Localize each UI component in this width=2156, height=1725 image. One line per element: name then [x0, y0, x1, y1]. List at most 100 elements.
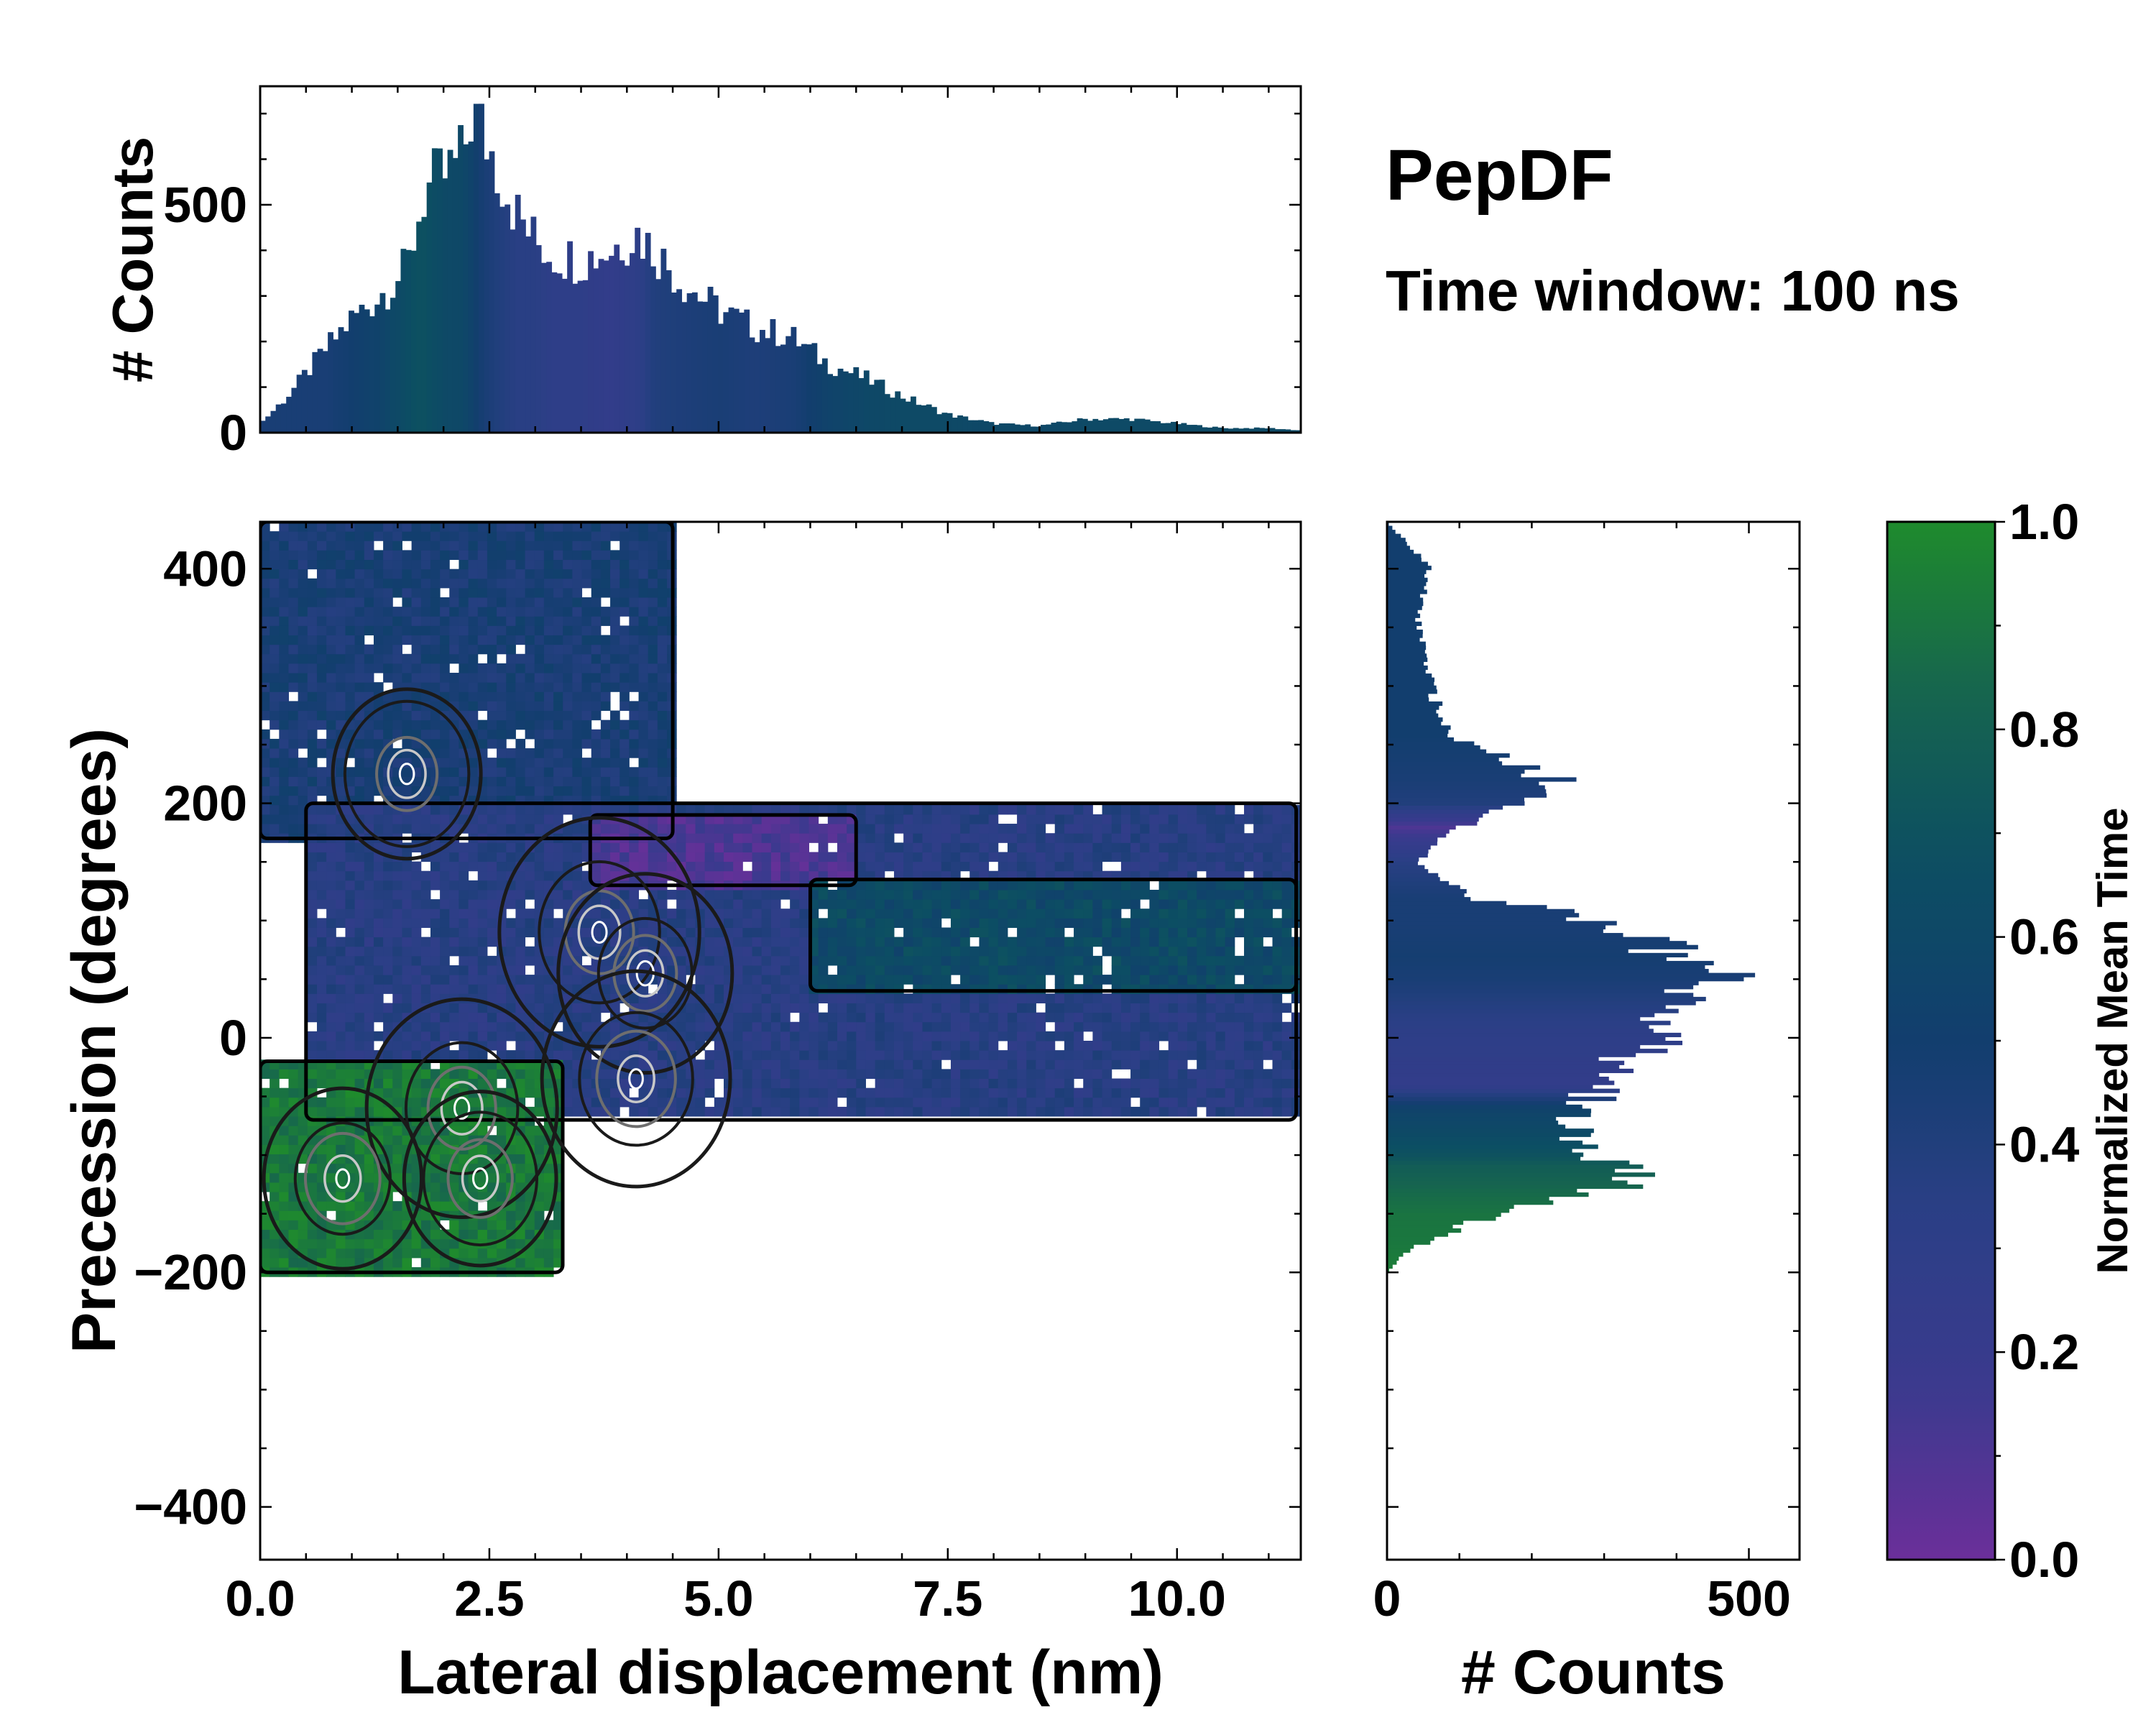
- heatmap-cell: [1083, 1106, 1093, 1117]
- heatmap-cell: [875, 824, 885, 834]
- heatmap-cell: [373, 1201, 384, 1211]
- heatmap-cell: [392, 889, 402, 900]
- heatmap-cell: [1036, 993, 1046, 1003]
- heatmap-cell: [572, 710, 583, 721]
- heatmap-cell: [420, 1135, 431, 1145]
- heatmap-cell: [364, 522, 374, 532]
- heatmap-cell: [497, 540, 507, 551]
- heatmap-cell: [808, 1097, 819, 1108]
- heatmap-cell: [610, 748, 620, 758]
- heatmap-cell: [515, 663, 526, 673]
- heatmap-cell: [345, 870, 356, 881]
- heatmap-cell: [270, 1154, 280, 1164]
- top-hist-bar: [551, 272, 558, 433]
- heatmap-cell: [903, 824, 913, 834]
- top-hist-bar: [806, 344, 813, 433]
- heatmap-cell: [553, 616, 563, 626]
- heatmap-cell: [1130, 927, 1141, 938]
- heatmap-cell: [742, 852, 753, 862]
- heatmap-cell: [345, 1163, 356, 1174]
- heatmap-cell: [307, 814, 318, 824]
- top-hist-bar: [505, 204, 511, 433]
- heatmap-cell: [270, 1097, 280, 1108]
- heatmap-cell: [1054, 880, 1065, 891]
- heatmap-cell: [487, 578, 497, 589]
- heatmap-cell: [354, 1050, 365, 1060]
- heatmap-cell: [411, 1087, 422, 1098]
- heatmap-cell: [818, 1078, 829, 1089]
- heatmap-cell: [260, 776, 270, 787]
- top-y-tick-label: 0: [219, 405, 247, 461]
- heatmap-cell: [638, 673, 649, 683]
- heatmap-cell: [1140, 1078, 1150, 1089]
- heatmap-cell: [600, 540, 611, 551]
- heatmap-cell: [591, 1097, 602, 1108]
- heatmap-cell: [610, 569, 620, 579]
- heatmap-cell: [336, 758, 346, 768]
- heatmap-cell: [270, 776, 280, 787]
- heatmap-cell: [411, 635, 422, 645]
- heatmap-cell: [648, 653, 658, 664]
- heatmap-cell: [922, 833, 933, 843]
- heatmap-cell: [497, 719, 507, 730]
- heatmap-cell: [780, 965, 791, 975]
- top-hist-bar: [1243, 428, 1250, 433]
- heatmap-cell: [402, 824, 413, 834]
- heatmap-cell: [477, 635, 488, 645]
- heatmap-cell: [392, 975, 402, 985]
- heatmap-cell: [1083, 1087, 1093, 1098]
- heatmap-cell: [336, 1012, 346, 1023]
- heatmap-cell: [364, 607, 374, 617]
- heatmap-cell: [610, 1050, 620, 1060]
- heatmap-cell: [610, 1106, 620, 1117]
- heatmap-cell: [497, 1182, 507, 1192]
- heatmap-cell: [364, 1248, 374, 1259]
- heatmap-cell: [477, 1144, 488, 1155]
- heatmap-cell: [1054, 918, 1065, 928]
- heatmap-cell: [345, 937, 356, 947]
- heatmap-cell: [998, 1078, 1008, 1089]
- heatmap-cell: [742, 824, 753, 834]
- heatmap-cell: [790, 918, 800, 928]
- heatmap-cell: [373, 1229, 384, 1240]
- heatmap-cell: [790, 1059, 800, 1070]
- heatmap-cell: [420, 1257, 431, 1268]
- heatmap-cell: [856, 946, 866, 957]
- heatmap-cell: [477, 663, 488, 673]
- heatmap-cell: [856, 824, 866, 834]
- heatmap-cell: [288, 1257, 299, 1268]
- heatmap-cell: [307, 701, 318, 712]
- heatmap-cell: [402, 625, 413, 636]
- heatmap-cell: [506, 522, 516, 532]
- heatmap-cell: [392, 1050, 402, 1060]
- heatmap-cell: [497, 729, 507, 740]
- heatmap-cell: [354, 682, 365, 692]
- heatmap-cell: [477, 1012, 488, 1023]
- heatmap-cell: [354, 531, 365, 541]
- heatmap-cell: [487, 1021, 497, 1032]
- heatmap-cell: [1130, 814, 1141, 824]
- heatmap-cell: [1036, 1069, 1046, 1080]
- heatmap-cell: [383, 786, 393, 796]
- heatmap-cell: [402, 653, 413, 664]
- heatmap-cell: [354, 578, 365, 589]
- top-hist-bar: [1197, 425, 1203, 433]
- heatmap-cell: [525, 1192, 535, 1202]
- heatmap-cell: [279, 804, 289, 815]
- heatmap-cell: [307, 719, 318, 730]
- heatmap-cell: [1149, 1069, 1160, 1080]
- heatmap-cell: [799, 927, 809, 938]
- heatmap-cell: [497, 701, 507, 712]
- heatmap-cell: [998, 918, 1008, 928]
- heatmap-cell: [411, 559, 422, 570]
- heatmap-cell: [326, 550, 336, 561]
- heatmap-cell: [847, 937, 857, 947]
- heatmap-cell: [610, 597, 620, 607]
- heatmap-cell: [648, 531, 658, 541]
- heatmap-cell: [279, 1154, 289, 1164]
- heatmap-cell: [931, 833, 942, 843]
- heatmap-cell: [307, 1078, 318, 1089]
- heatmap-cell: [733, 842, 743, 852]
- heatmap-cell: [799, 833, 809, 843]
- heatmap-cell: [657, 550, 668, 561]
